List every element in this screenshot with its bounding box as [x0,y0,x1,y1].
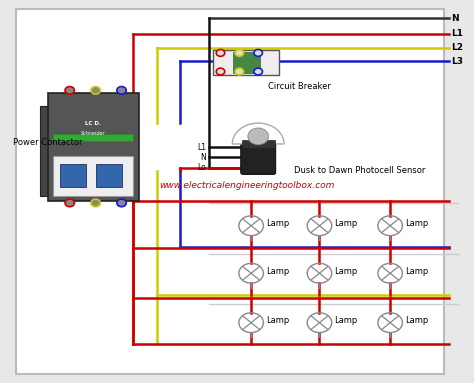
Text: Circuit Breaker: Circuit Breaker [268,82,330,92]
Text: L1: L1 [197,142,206,152]
Text: L2: L2 [451,43,464,52]
Text: Lo: Lo [198,163,206,172]
Circle shape [235,68,244,75]
Text: N: N [451,14,459,23]
Circle shape [254,68,263,75]
Circle shape [235,49,244,56]
Circle shape [216,49,225,56]
Text: Lamp: Lamp [266,316,289,325]
Text: L1: L1 [451,29,464,38]
Text: Schneider: Schneider [81,131,106,136]
Circle shape [65,87,74,94]
Text: Lamp: Lamp [405,316,428,325]
Wedge shape [232,123,284,144]
Text: Lamp: Lamp [334,316,357,325]
Circle shape [216,68,225,75]
Text: LC D.: LC D. [85,121,101,126]
FancyBboxPatch shape [53,134,133,141]
Text: Lamp: Lamp [405,219,428,228]
FancyBboxPatch shape [47,93,139,201]
FancyBboxPatch shape [96,164,121,187]
FancyBboxPatch shape [242,140,275,148]
Circle shape [117,199,126,207]
FancyBboxPatch shape [40,106,52,196]
FancyBboxPatch shape [16,9,444,374]
Text: Lamp: Lamp [266,267,289,276]
FancyBboxPatch shape [53,155,133,196]
Circle shape [117,87,126,94]
FancyBboxPatch shape [213,50,279,75]
Text: Lamp: Lamp [334,267,357,276]
Circle shape [91,199,100,207]
Circle shape [91,87,100,94]
Circle shape [248,128,269,145]
FancyBboxPatch shape [241,142,276,174]
FancyBboxPatch shape [233,52,260,73]
Circle shape [65,199,74,207]
Text: L3: L3 [451,57,464,66]
Text: Lamp: Lamp [266,219,289,228]
Circle shape [254,49,263,56]
Text: Lamp: Lamp [334,219,357,228]
FancyBboxPatch shape [60,164,86,187]
Text: Dusk to Dawn Photocell Sensor: Dusk to Dawn Photocell Sensor [293,166,425,175]
Text: N: N [201,153,206,162]
Text: Power Contactor: Power Contactor [13,137,82,147]
Text: www.electricalengineeringtoolbox.com: www.electricalengineeringtoolbox.com [159,181,334,190]
Text: Lamp: Lamp [405,267,428,276]
